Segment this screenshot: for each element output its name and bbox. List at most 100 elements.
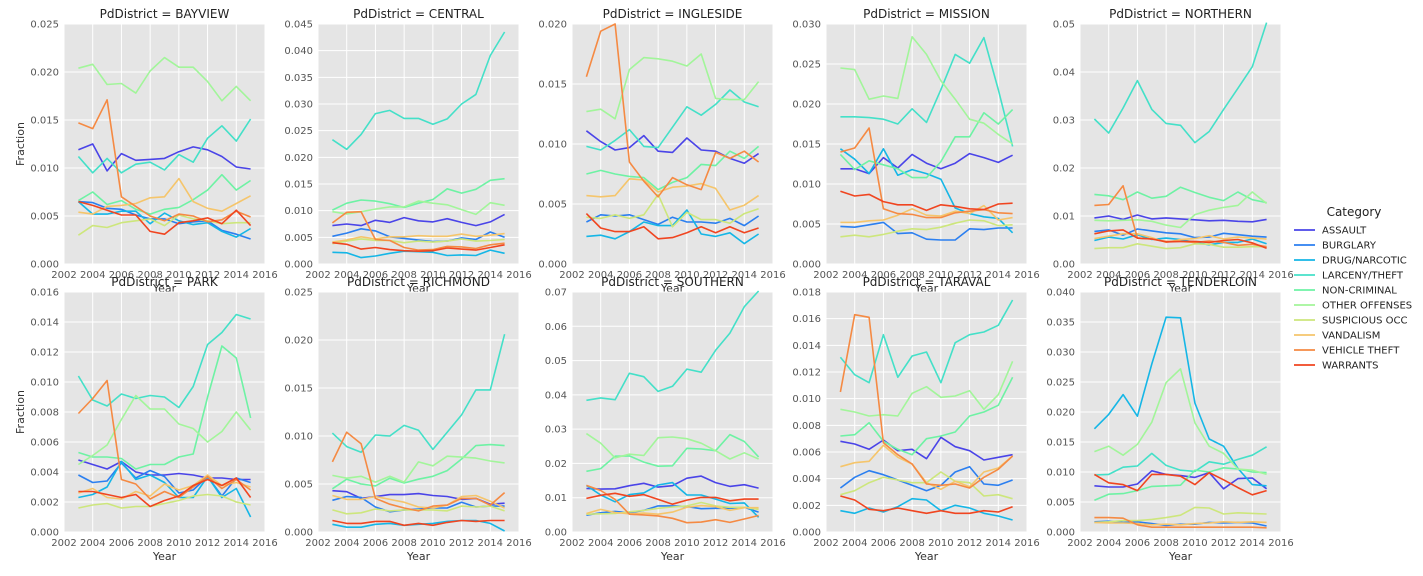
y-tick-label: 0.008 bbox=[30, 408, 59, 419]
panel-bayview: PdDistrict = BAYVIEW 0.000 0.005 0.010 0.015… bbox=[14, 7, 278, 295]
series-line-assault bbox=[332, 213, 505, 227]
panel-background bbox=[572, 292, 773, 532]
series-line-suspicious-occ bbox=[586, 501, 759, 515]
x-tick-label: 2016 bbox=[252, 538, 277, 549]
x-tick-label: 2012 bbox=[957, 270, 982, 281]
x-tick-label: 2010 bbox=[1182, 270, 1207, 281]
y-tick-label: 0.02 bbox=[545, 459, 567, 470]
series-line-drug-narcotic bbox=[585, 481, 760, 518]
x-tick-label: 2016 bbox=[1014, 538, 1039, 549]
series-line-larceny-theft bbox=[840, 36, 1014, 147]
y-tick-label: 0.04 bbox=[1053, 68, 1075, 79]
x-tick-label: 2002 bbox=[559, 270, 584, 281]
y-tick-label: 0.07 bbox=[545, 288, 567, 299]
y-axis-label: Fraction bbox=[14, 390, 27, 434]
series-line-warrants bbox=[585, 213, 759, 240]
y-tick-label: 0.004 bbox=[30, 468, 59, 479]
series-line-vehicle-theft bbox=[1094, 516, 1267, 529]
series-line-suspicious-occ bbox=[586, 193, 759, 228]
x-tick-label: 2014 bbox=[224, 538, 249, 549]
series-line-warrants bbox=[840, 495, 1013, 515]
y-tick-label: 0.005 bbox=[30, 212, 59, 223]
x-tick-label: 2014 bbox=[732, 538, 757, 549]
series-line-assault bbox=[586, 475, 759, 490]
x-tick-label: 2008 bbox=[1153, 538, 1178, 549]
x-axis-label: Year bbox=[1168, 550, 1193, 563]
series-line-suspicious-occ bbox=[332, 505, 505, 515]
x-tick-label: 2004 bbox=[588, 270, 613, 281]
y-tick-label: 0.00 bbox=[545, 528, 567, 539]
series-line-larceny-theft bbox=[331, 31, 506, 151]
x-tick-label: 2014 bbox=[986, 538, 1011, 549]
y-tick-label: 0.012 bbox=[30, 348, 59, 359]
series-line-larceny-theft bbox=[586, 89, 759, 151]
series-line-other-offenses bbox=[332, 455, 505, 483]
series-line-non-criminal bbox=[332, 177, 505, 211]
y-tick-label: 0.020 bbox=[538, 20, 567, 31]
x-tick-label: 2004 bbox=[334, 538, 359, 549]
x-tick-label: 2006 bbox=[109, 538, 134, 549]
y-tick-label: 0.005 bbox=[284, 480, 313, 491]
series-line-vandalism bbox=[332, 232, 505, 243]
y-tick-label: 0.015 bbox=[538, 80, 567, 91]
y-tick-label: 0.005 bbox=[1046, 498, 1075, 509]
y-tick-label: 0.025 bbox=[284, 126, 313, 137]
x-axis-label: Year bbox=[914, 550, 939, 563]
x-tick-label: 2008 bbox=[899, 270, 924, 281]
y-tick-label: 0.015 bbox=[284, 384, 313, 395]
series-line-non-criminal bbox=[77, 173, 252, 215]
x-tick-label: 2014 bbox=[478, 538, 503, 549]
x-axis-label: Year bbox=[660, 550, 685, 563]
x-tick-label: 2002 bbox=[813, 538, 838, 549]
series-line-warrants bbox=[1094, 229, 1267, 249]
x-tick-label: 2014 bbox=[1240, 270, 1265, 281]
y-tick-label: 0.016 bbox=[792, 314, 821, 325]
series-line-vandalism bbox=[78, 177, 251, 215]
series-line-burglary bbox=[332, 228, 505, 243]
y-tick-label: 0.014 bbox=[30, 318, 59, 329]
series-line-suspicious-occ bbox=[332, 238, 505, 245]
x-tick-label: 2002 bbox=[1067, 270, 1092, 281]
series-line-other-offenses bbox=[840, 35, 1014, 145]
series-line-non-criminal bbox=[586, 433, 760, 473]
legend-label: ASSAULT bbox=[1322, 226, 1367, 237]
series-line-vandalism bbox=[840, 204, 1013, 224]
x-tick-label: 2016 bbox=[506, 270, 531, 281]
legend-item-warrants: WARRANTS bbox=[1294, 361, 1378, 372]
x-tick-label: 2008 bbox=[1153, 270, 1178, 281]
series-line-vehicle-theft bbox=[331, 210, 505, 251]
x-tick-label: 2004 bbox=[588, 538, 613, 549]
panel-taraval: PdDistrict = TARAVAL 0.000 0.002 0.004 0.006… bbox=[792, 275, 1039, 563]
series-line-non-criminal bbox=[1094, 186, 1267, 204]
panel-mission: PdDistrict = MISSION 0.000 0.005 0.010 0.015… bbox=[792, 7, 1039, 295]
y-tick-label: 0.008 bbox=[792, 421, 821, 432]
x-tick-label: 2012 bbox=[449, 538, 474, 549]
legend-item-vehicle-theft: VEHICLE THEFT bbox=[1294, 346, 1400, 357]
legend-item-suspicious-occ: SUSPICIOUS OCC bbox=[1294, 316, 1407, 327]
y-tick-label: 0.012 bbox=[792, 368, 821, 379]
x-tick-label: 2008 bbox=[645, 270, 670, 281]
panel-background bbox=[64, 24, 265, 264]
panel-richmond: PdDistrict = RICHMOND 0.000 0.005 0.010 0.01… bbox=[284, 275, 531, 563]
y-tick-label: 0.030 bbox=[284, 100, 313, 111]
y-tick-label: 0.030 bbox=[1046, 348, 1075, 359]
legend-item-larceny-theft: LARCENY/THEFT bbox=[1294, 271, 1404, 282]
series-line-drug-narcotic bbox=[78, 460, 252, 518]
x-tick-label: 2012 bbox=[195, 270, 220, 281]
x-tick-label: 2010 bbox=[928, 270, 953, 281]
series-line-larceny-theft bbox=[331, 334, 506, 454]
series-line-other-offenses bbox=[78, 56, 252, 102]
y-tick-label: 0.002 bbox=[792, 501, 821, 512]
x-tick-label: 2004 bbox=[334, 270, 359, 281]
series-line-suspicious-occ bbox=[1094, 243, 1267, 250]
series-line-drug-narcotic bbox=[332, 519, 505, 532]
y-tick-label: 0.000 bbox=[30, 528, 59, 539]
legend-label: NON-CRIMINAL bbox=[1322, 286, 1397, 297]
panel-central: PdDistrict = CENTRAL 0.000 0.005 0.010 0.015… bbox=[284, 7, 531, 295]
y-tick-label: 0.016 bbox=[30, 288, 59, 299]
legend-label: BURGLARY bbox=[1322, 241, 1377, 252]
series-line-burglary bbox=[586, 505, 759, 516]
y-tick-label: 0.015 bbox=[30, 116, 59, 127]
x-tick-label: 2004 bbox=[842, 538, 867, 549]
panel-background bbox=[826, 292, 1027, 532]
